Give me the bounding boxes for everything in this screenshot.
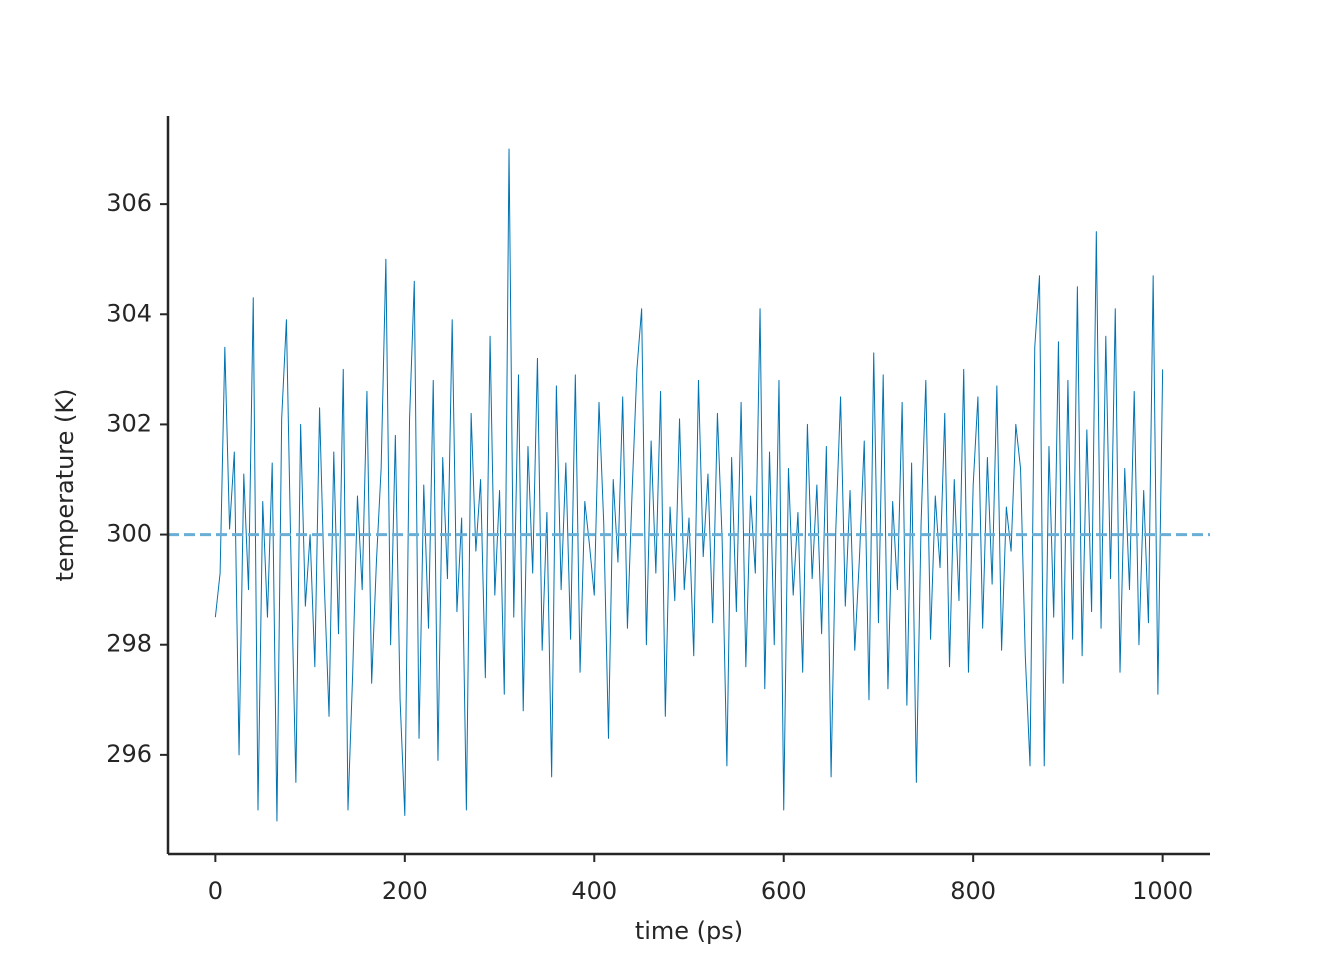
x-tick-label: 800: [950, 877, 996, 905]
y-tick-label: 296: [106, 740, 152, 768]
y-axis-label: temperature (K): [51, 389, 79, 582]
x-tick-label: 0: [208, 877, 223, 905]
x-tick-label: 400: [571, 877, 617, 905]
x-tick-label: 600: [761, 877, 807, 905]
x-tick-label: 200: [382, 877, 428, 905]
temperature-line: [214, 148, 1164, 822]
y-tick-label: 300: [106, 520, 152, 548]
y-tick-label: 306: [106, 189, 152, 217]
y-tick-label: 298: [106, 630, 152, 658]
x-axis-label: time (ps): [635, 917, 743, 945]
y-tick-label: 304: [106, 299, 152, 327]
x-tick-label: 1000: [1132, 877, 1193, 905]
y-tick-label: 302: [106, 409, 152, 437]
